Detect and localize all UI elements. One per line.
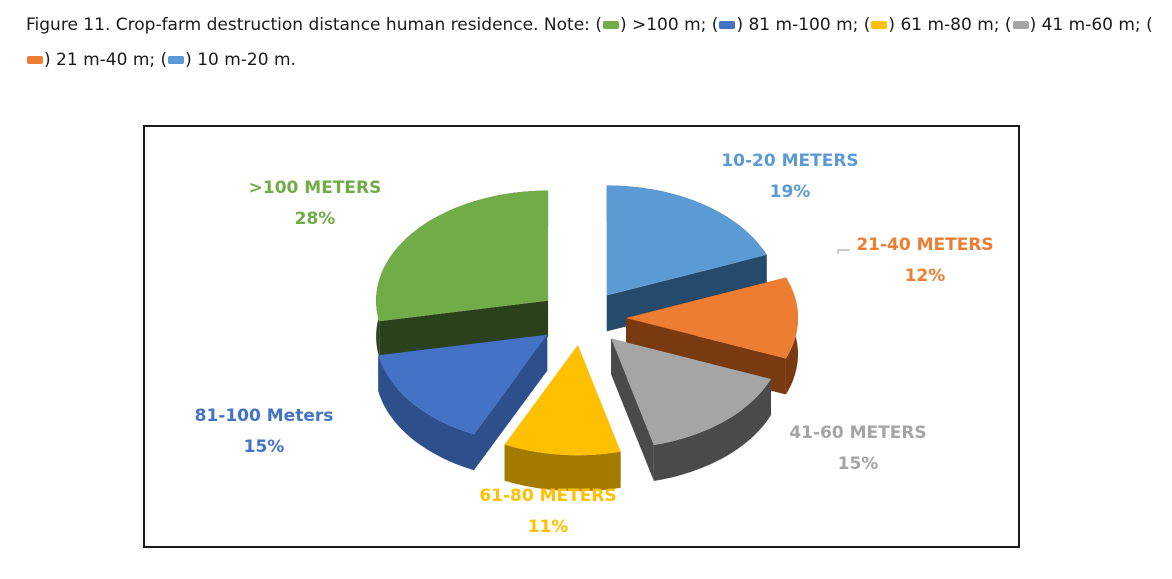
- legend-text: 81 m-100 m;: [748, 15, 859, 35]
- caption-legend-3: () 61 m-80 m;: [863, 15, 1000, 35]
- slice-top: [376, 190, 549, 322]
- pie-slice: [611, 338, 772, 482]
- slice-value-label: 28%: [295, 209, 336, 229]
- caption-legend-1: () >100 m;: [595, 15, 707, 35]
- legend-swatch: [871, 21, 888, 29]
- pie-slice: [378, 334, 548, 471]
- slice-top: [378, 334, 548, 435]
- figure-caption: Figure 11. Crop-farm destruction distanc…: [26, 8, 1156, 78]
- figure-label: Figure 11.: [26, 15, 111, 35]
- legend-swatch: [168, 56, 185, 64]
- caption-legend-6: () 10 m-20 m.: [160, 50, 296, 70]
- slice-outer-wall: [653, 379, 771, 481]
- slice-value-label: 11%: [528, 517, 569, 537]
- slice-category-label: >100 METERS: [249, 178, 382, 198]
- slice-side-wall: [611, 338, 654, 482]
- legend-text: 41 m-60 m;: [1041, 15, 1141, 35]
- slice-value-label: 15%: [244, 437, 285, 457]
- slice-value-label: 12%: [905, 266, 946, 286]
- caption-legend-4: () 41 m-60 m;: [1004, 15, 1141, 35]
- pie-slice: [376, 190, 549, 358]
- slice-side-wall: [379, 300, 549, 358]
- legend-text: >100 m;: [632, 15, 707, 35]
- leader-line: [837, 249, 850, 254]
- slice-outer-wall: [378, 355, 474, 471]
- caption-legend-5: () 21 m-40 m;: [26, 15, 1153, 70]
- slice-top: [611, 338, 771, 445]
- slice-category-label: 61-80 METERS: [479, 486, 616, 506]
- note-label: Note:: [543, 15, 590, 35]
- slice-category-label: 81-100 Meters: [195, 406, 334, 426]
- slice-top: [606, 185, 767, 296]
- legend-swatch: [1012, 21, 1029, 29]
- legend-text: 10 m-20 m.: [197, 50, 296, 70]
- slice-value-label: 15%: [838, 454, 879, 474]
- pie-slice: [504, 345, 621, 492]
- pie-slice: [606, 185, 767, 332]
- legend-swatch: [719, 21, 736, 29]
- caption-text: Crop-farm destruction distance human res…: [110, 15, 544, 35]
- slice-category-label: 21-40 METERS: [856, 235, 993, 255]
- legend-text: 61 m-80 m;: [900, 15, 1000, 35]
- slice-category-label: 10-20 METERS: [721, 151, 858, 171]
- caption-legend-2: () 81 m-100 m;: [711, 15, 859, 35]
- slice-top: [626, 277, 798, 359]
- slice-category-label: 41-60 METERS: [789, 423, 926, 443]
- slice-value-label: 19%: [770, 182, 811, 202]
- legend-swatch: [27, 56, 43, 64]
- slice-top: [504, 345, 621, 456]
- legend-text: 21 m-40 m;: [56, 50, 156, 70]
- legend-swatch: [602, 21, 619, 29]
- slice-side-wall: [606, 254, 767, 332]
- slice-outer-wall: [504, 444, 621, 492]
